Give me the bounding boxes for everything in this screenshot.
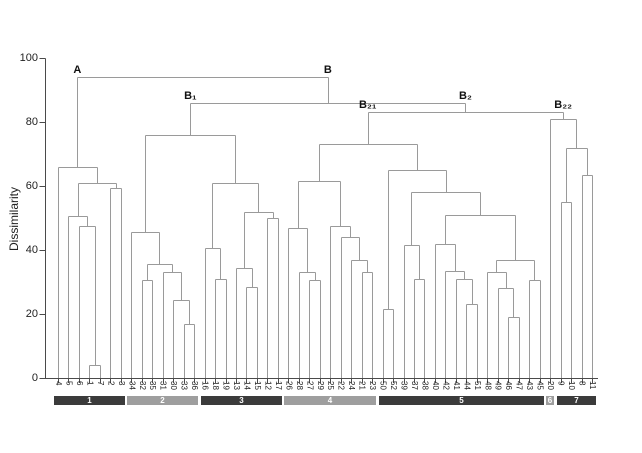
leaf-label-10: 10 bbox=[567, 381, 577, 390]
leaf-label-5: 5 bbox=[64, 381, 74, 386]
leaf-label-30: 30 bbox=[169, 381, 179, 390]
y-tick-label-100: 100 bbox=[19, 52, 38, 64]
y-tick-label-40: 40 bbox=[25, 244, 38, 256]
leaf-label-2: 2 bbox=[106, 381, 116, 386]
leaf-label-22: 22 bbox=[336, 381, 346, 390]
cluster-band-4: 4 bbox=[284, 396, 376, 405]
leaf-label-24: 24 bbox=[347, 381, 357, 390]
leaf-label-12: 12 bbox=[263, 381, 273, 390]
cluster-annotation-B₂: B₂ bbox=[459, 89, 472, 102]
leaf-label-45: 45 bbox=[535, 381, 545, 390]
leaf-label-11: 11 bbox=[587, 381, 597, 390]
leaf-label-52: 52 bbox=[389, 381, 399, 390]
leaf-label-7: 7 bbox=[95, 381, 105, 386]
y-tick-label-0: 0 bbox=[31, 372, 38, 384]
dendrogram-branches bbox=[58, 77, 593, 379]
cluster-band-1: 1 bbox=[54, 396, 125, 405]
leaf-label-39: 39 bbox=[399, 381, 409, 390]
leaf-label-42: 42 bbox=[441, 381, 451, 390]
leaf-label-41: 41 bbox=[451, 381, 461, 390]
axis-lines bbox=[39, 58, 598, 383]
leaf-label-38: 38 bbox=[420, 381, 430, 390]
leaf-label-1: 1 bbox=[85, 381, 95, 386]
leaf-label-50: 50 bbox=[378, 381, 388, 390]
leaf-label-28: 28 bbox=[294, 381, 304, 390]
y-tick-label-80: 80 bbox=[25, 116, 38, 128]
leaf-label-36: 36 bbox=[190, 381, 200, 390]
leaf-label-40: 40 bbox=[430, 381, 440, 390]
leaf-label-19: 19 bbox=[221, 381, 231, 390]
leaf-label-21: 21 bbox=[357, 381, 367, 390]
leaf-label-14: 14 bbox=[242, 381, 252, 390]
cluster-annotation-B₁: B₁ bbox=[184, 89, 197, 102]
y-tick-label-60: 60 bbox=[25, 180, 38, 192]
leaf-label-15: 15 bbox=[252, 381, 262, 390]
leaf-label-49: 49 bbox=[493, 381, 503, 390]
leaf-label-9: 9 bbox=[556, 381, 566, 386]
leaf-label-18: 18 bbox=[211, 381, 221, 390]
cluster-band-7: 7 bbox=[557, 396, 596, 405]
cluster-annotation-B₂₂: B₂₂ bbox=[554, 99, 573, 112]
leaf-label-17: 17 bbox=[273, 381, 283, 390]
leaf-label-3: 3 bbox=[116, 381, 126, 386]
cluster-band-6: 6 bbox=[546, 396, 554, 405]
cluster-band-3: 3 bbox=[201, 396, 282, 405]
leaf-label-25: 25 bbox=[326, 381, 336, 390]
leaf-label-13: 13 bbox=[231, 381, 241, 390]
leaf-label-43: 43 bbox=[525, 381, 535, 390]
leaf-label-16: 16 bbox=[200, 381, 210, 390]
leaf-label-32: 32 bbox=[137, 381, 147, 390]
leaf-label-44: 44 bbox=[462, 381, 472, 390]
y-tick-label-20: 20 bbox=[25, 308, 38, 320]
leaf-label-20: 20 bbox=[546, 381, 556, 390]
leaf-label-51: 51 bbox=[472, 381, 482, 390]
leaf-label-23: 23 bbox=[368, 381, 378, 390]
leaf-label-31: 31 bbox=[158, 381, 168, 390]
leaf-label-37: 37 bbox=[409, 381, 419, 390]
leaf-label-8: 8 bbox=[577, 381, 587, 386]
cluster-annotation-B₂₁: B₂₁ bbox=[359, 99, 377, 112]
cluster-annotation-B: B bbox=[323, 64, 332, 77]
leaf-label-47: 47 bbox=[514, 381, 524, 390]
leaf-label-33: 33 bbox=[179, 381, 189, 390]
leaf-label-34: 34 bbox=[127, 381, 137, 390]
cluster-band-5: 5 bbox=[379, 396, 544, 405]
leaf-label-46: 46 bbox=[504, 381, 514, 390]
leaf-label-48: 48 bbox=[483, 381, 493, 390]
leaf-label-4: 4 bbox=[54, 381, 63, 386]
leaf-label-6: 6 bbox=[74, 381, 84, 386]
leaf-label-29: 29 bbox=[315, 381, 325, 390]
leaf-label-27: 27 bbox=[305, 381, 315, 390]
leaf-label-35: 35 bbox=[148, 381, 158, 390]
cluster-band-2: 2 bbox=[127, 396, 198, 405]
cluster-annotation-A: A bbox=[73, 64, 82, 77]
y-axis-title: Dissimilarity bbox=[7, 187, 21, 251]
leaf-label-26: 26 bbox=[284, 381, 294, 390]
